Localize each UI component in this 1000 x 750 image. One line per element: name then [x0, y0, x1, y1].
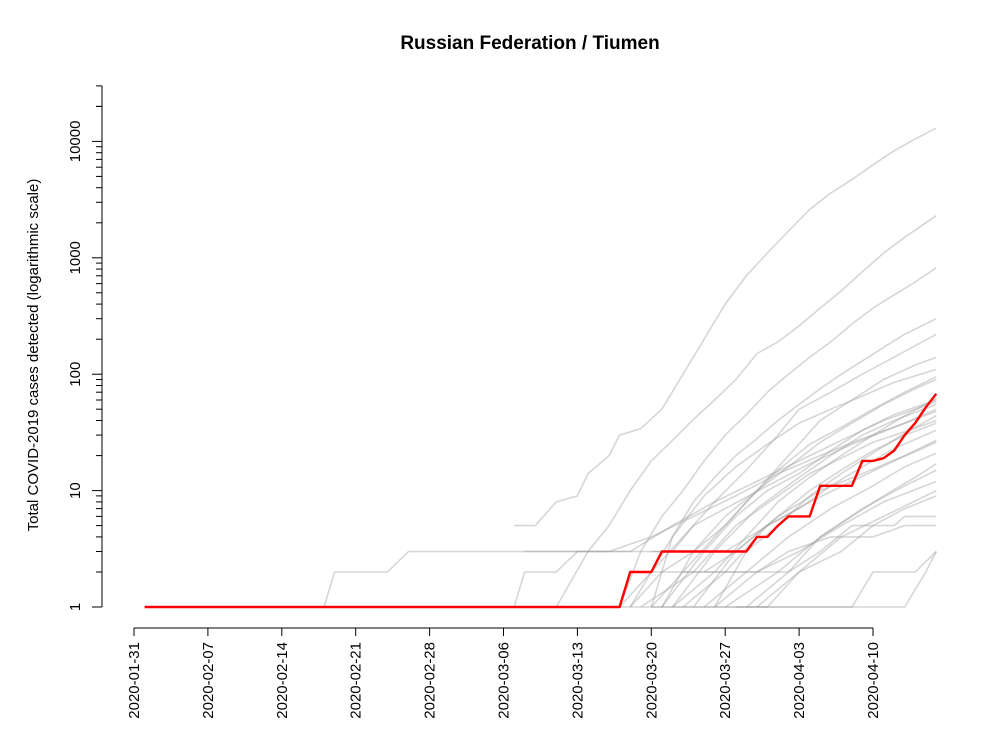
- y-axis: 1 10 100 1000 10000: [67, 85, 103, 611]
- background-series-line: [514, 127, 937, 527]
- background-series-line: [745, 463, 937, 608]
- background-series-line: [651, 495, 937, 608]
- y-axis-label: Total COVID-2019 cases detected (logarit…: [25, 179, 42, 532]
- background-series-line: [703, 452, 937, 608]
- series-layer: [144, 127, 938, 609]
- background-series-line: [714, 480, 937, 608]
- background-series-line: [661, 399, 937, 608]
- x-tick-label: 2020-04-03: [791, 642, 808, 719]
- background-series-line: [683, 515, 937, 573]
- background-series-line: [661, 378, 937, 608]
- y-tick-label: 10000: [67, 121, 84, 163]
- x-tick-label: 2020-03-13: [569, 642, 586, 719]
- background-series-line: [724, 469, 937, 608]
- y-tick-label: 10: [67, 482, 84, 499]
- background-series-line: [703, 422, 937, 573]
- background-series-line: [524, 410, 937, 553]
- x-tick-label: 2020-03-20: [643, 642, 660, 719]
- background-series-line: [671, 403, 937, 608]
- x-tick-label: 2020-01-31: [126, 642, 143, 719]
- background-series-line: [618, 267, 937, 608]
- background-series-line: [629, 356, 937, 608]
- x-tick-label: 2020-04-10: [865, 642, 882, 719]
- background-series-line: [323, 408, 937, 608]
- x-tick-label: 2020-03-27: [717, 642, 734, 719]
- background-series-line: [513, 400, 937, 608]
- x-tick-label: 2020-02-21: [348, 642, 365, 719]
- x-tick-label: 2020-02-14: [274, 642, 291, 719]
- background-series-line: [651, 441, 937, 553]
- background-series-line: [619, 551, 938, 608]
- background-series-line: [640, 419, 937, 608]
- y-tick-label: 1000: [67, 241, 84, 274]
- background-series-line: [629, 368, 937, 608]
- x-tick-label: 2020-02-28: [422, 642, 439, 719]
- background-series-line: [756, 489, 937, 608]
- background-series-line: [650, 317, 937, 608]
- x-tick-label: 2020-03-06: [496, 642, 513, 719]
- background-series-line: [640, 524, 937, 573]
- x-tick-label: 2020-02-07: [200, 642, 217, 719]
- background-series-line: [555, 215, 937, 608]
- highlight-series-line: [144, 392, 938, 609]
- chart-title: Russian Federation / Tiumen: [400, 33, 659, 54]
- background-series-line: [650, 376, 937, 608]
- y-tick-label: 1: [67, 603, 84, 611]
- background-series-line: [682, 429, 937, 608]
- x-axis: 2020-01-31 2020-02-07 2020-02-14 2020-02-21…: [126, 627, 882, 719]
- background-series-line: [735, 550, 937, 608]
- y-tick-label: 100: [67, 362, 84, 387]
- background-series-line: [671, 397, 937, 608]
- background-series-line: [619, 333, 937, 608]
